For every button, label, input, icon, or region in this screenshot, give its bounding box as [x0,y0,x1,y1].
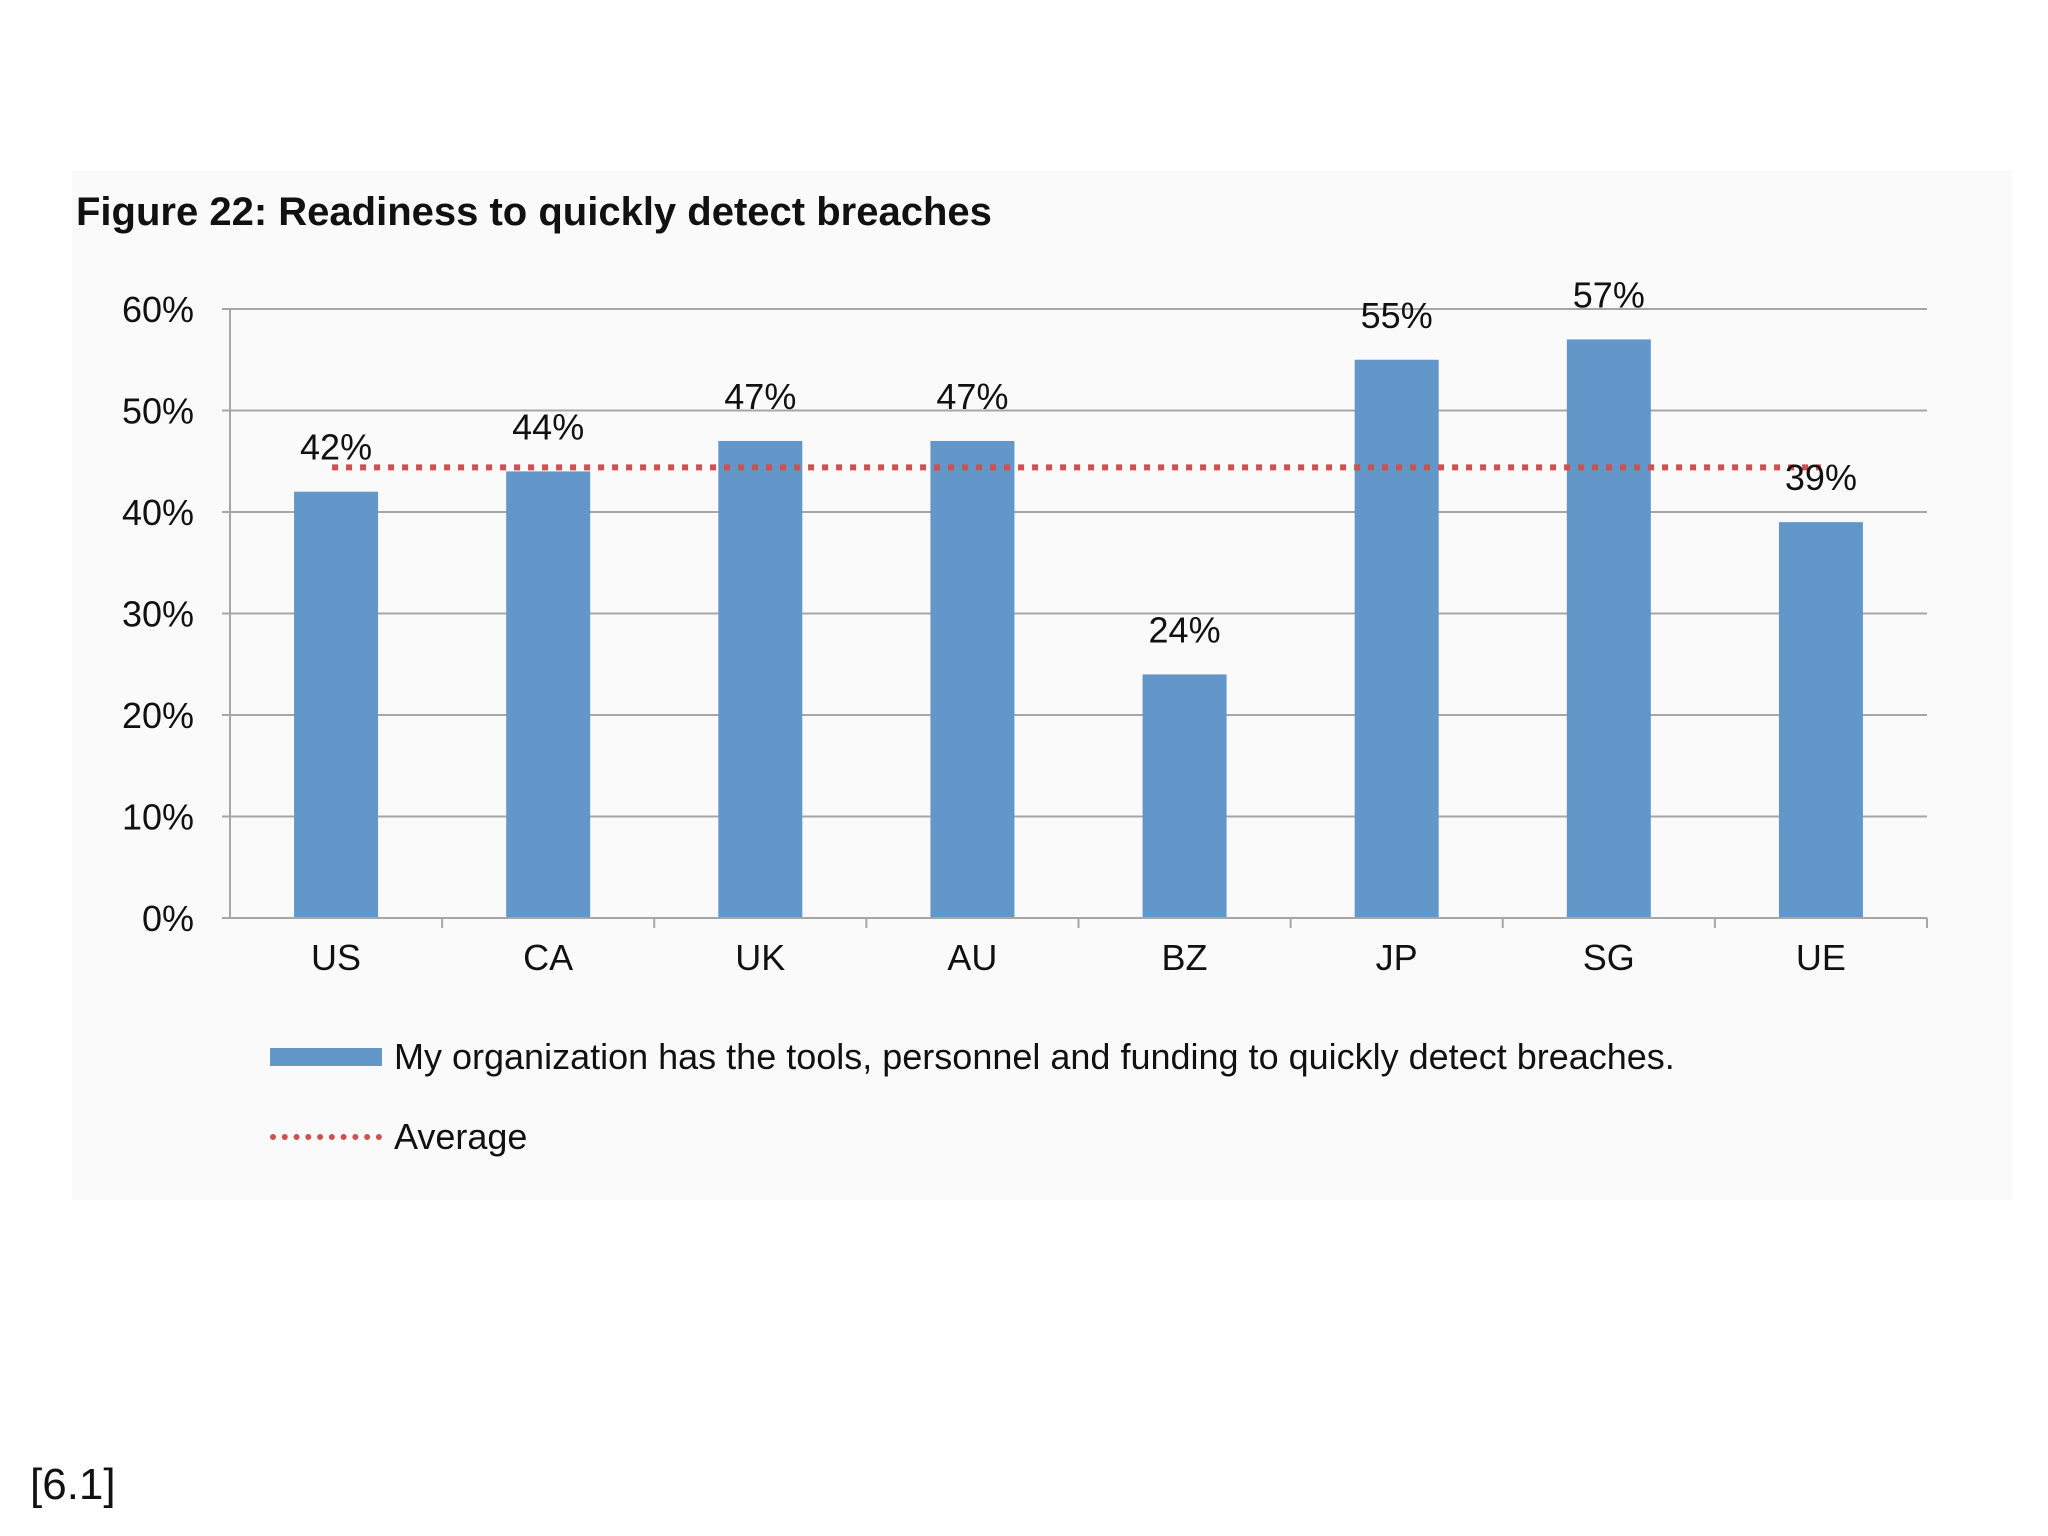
bar-bz [1142,674,1227,918]
category-label-ue: UE [1796,937,1846,978]
legend-swatch-bar [270,1048,382,1066]
y-tick-label: 0% [142,898,194,939]
value-label-uk: 47% [724,376,796,417]
y-tick-label: 60% [122,289,194,330]
y-tick-label: 50% [122,391,194,432]
value-label-au: 47% [936,376,1008,417]
legend-label-average: Average [394,1116,528,1157]
axes [222,308,1928,928]
bar-jp [1354,359,1439,918]
bar-au [930,440,1015,918]
labels: 0% 10% 20% 30% 40% 50% 60% US 42% CA 44% UK 47% AU 47%… [122,274,1857,978]
category-label-sg: SG [1583,937,1635,978]
chart-panel [72,170,2012,1200]
category-label-au: AU [947,937,997,978]
legend-label-series: My organization has the tools, personnel… [394,1036,1675,1077]
y-tick-label: 30% [122,594,194,635]
chart-title: Figure 22: Readiness to quickly detect b… [76,190,992,234]
bar-ue [1778,522,1863,918]
bars [294,339,1863,918]
value-label-us: 42% [300,427,372,468]
category-label-bz: BZ [1162,937,1208,978]
legend-item-series: My organization has the tools, personnel… [270,1036,1675,1078]
value-label-sg: 57% [1573,274,1645,315]
category-label-us: US [311,937,361,978]
category-label-jp: JP [1376,937,1418,978]
legend-swatch-average [270,1134,382,1140]
bar-ca [506,471,591,918]
value-label-bz: 24% [1149,609,1221,650]
bar-sg [1566,339,1651,918]
gridlines [230,308,1927,818]
y-tick-label: 40% [122,492,194,533]
value-label-ue: 39% [1785,457,1857,498]
y-tick-label: 10% [122,797,194,838]
y-tick-label: 20% [122,695,194,736]
footnote: [6.1] [30,1460,116,1509]
bar-uk [718,440,803,918]
bar-us [294,491,379,918]
legend-item-average: Average [270,1116,527,1158]
value-label-jp: 55% [1361,295,1433,336]
value-label-ca: 44% [512,406,584,447]
category-label-uk: UK [735,937,785,978]
category-label-ca: CA [523,937,573,978]
